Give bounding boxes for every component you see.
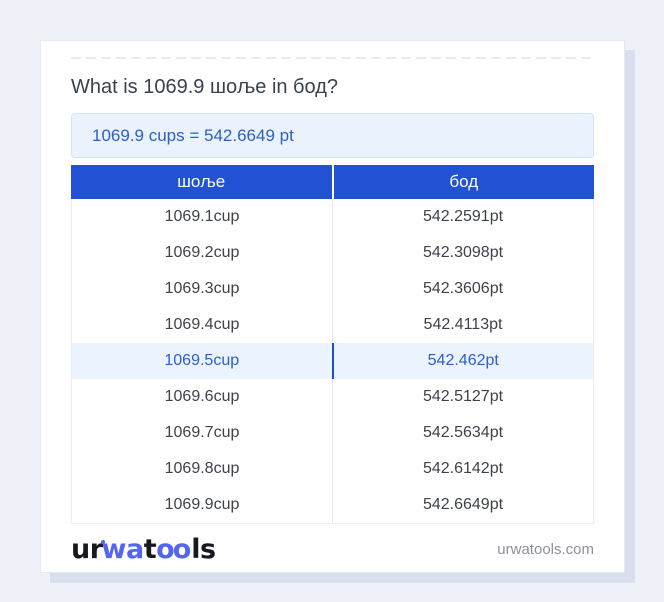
cup-cell: 1069.4cup — [72, 307, 333, 344]
table-row-highlighted[interactable]: 1069.5cup 542.462pt — [72, 343, 593, 380]
table-row: 1069.7cup 542.5634pt — [72, 415, 593, 452]
cup-cell: 1069.7cup — [72, 415, 333, 452]
pt-cell: 542.6142pt — [422, 460, 504, 478]
cup-cell: 1069.2cup — [72, 235, 333, 272]
cup-cell: 1069.9cup — [72, 487, 333, 524]
conversion-table: шоље бод 1069.1cup 542.2591pt 1069.2cup … — [71, 165, 594, 525]
logo-text-dark: ls — [191, 533, 216, 565]
logo-degree-icon — [100, 539, 105, 544]
logo-text-dark: ur — [71, 533, 103, 565]
conversion-result-box: 1069.9 cups = 542.6649 pt — [71, 113, 594, 159]
table-row: 1069.8cup 542.6142pt — [72, 451, 593, 488]
logo-text-blue: wa — [101, 533, 145, 565]
cup-cell: 1069.1cup — [72, 199, 333, 236]
pt-cell: 542.6649pt — [422, 496, 504, 514]
table-row: 1069.2cup 542.3098pt — [72, 235, 593, 272]
urwatools-logo[interactable]: urwatools — [71, 534, 216, 565]
pt-cell: 542.3606pt — [422, 280, 504, 298]
logo-oo-glasses-icon: oo — [156, 533, 191, 565]
card-footer: urwatools urwatools.com — [71, 531, 594, 567]
cup-cell: 1069.8cup — [72, 451, 333, 488]
conversion-result-text: 1069.9 cups = 542.6649 pt — [92, 126, 294, 146]
logo-text-dark: t — [143, 533, 157, 565]
pt-cell: 542.4113pt — [423, 316, 503, 334]
table-row: 1069.4cup 542.4113pt — [72, 307, 593, 344]
cup-cell[interactable]: 1069.5cup — [72, 343, 334, 380]
cup-cell: 1069.3cup — [72, 271, 333, 308]
table-row: 1069.6cup 542.5127pt — [72, 379, 593, 416]
dashed-divider — [71, 57, 594, 59]
conversion-card: What is 1069.9 шоље in бод? 1069.9 cups … — [40, 40, 625, 573]
pt-cell: 542.3098pt — [422, 244, 504, 262]
pt-cell: 542.5127pt — [422, 388, 504, 406]
site-url-link[interactable]: urwatools.com — [497, 540, 594, 558]
col-header-pt: бод — [333, 165, 594, 200]
pt-cell: 542.2591pt — [422, 208, 504, 226]
page-title: What is 1069.9 шоље in бод? — [71, 76, 338, 98]
pt-cell[interactable]: 542.462pt — [427, 352, 499, 370]
table-row: 1069.3cup 542.3606pt — [72, 271, 593, 308]
table-row: 1069.1cup 542.2591pt — [72, 199, 593, 236]
table-row: 1069.9cup 542.6649pt — [72, 487, 593, 524]
cup-cell: 1069.6cup — [72, 379, 333, 416]
pt-cell: 542.5634pt — [422, 424, 504, 442]
col-header-cups: шоље — [71, 165, 332, 200]
table-header-row: шоље бод — [71, 165, 594, 200]
table-body: 1069.1cup 542.2591pt 1069.2cup 542.3098p… — [71, 199, 594, 525]
